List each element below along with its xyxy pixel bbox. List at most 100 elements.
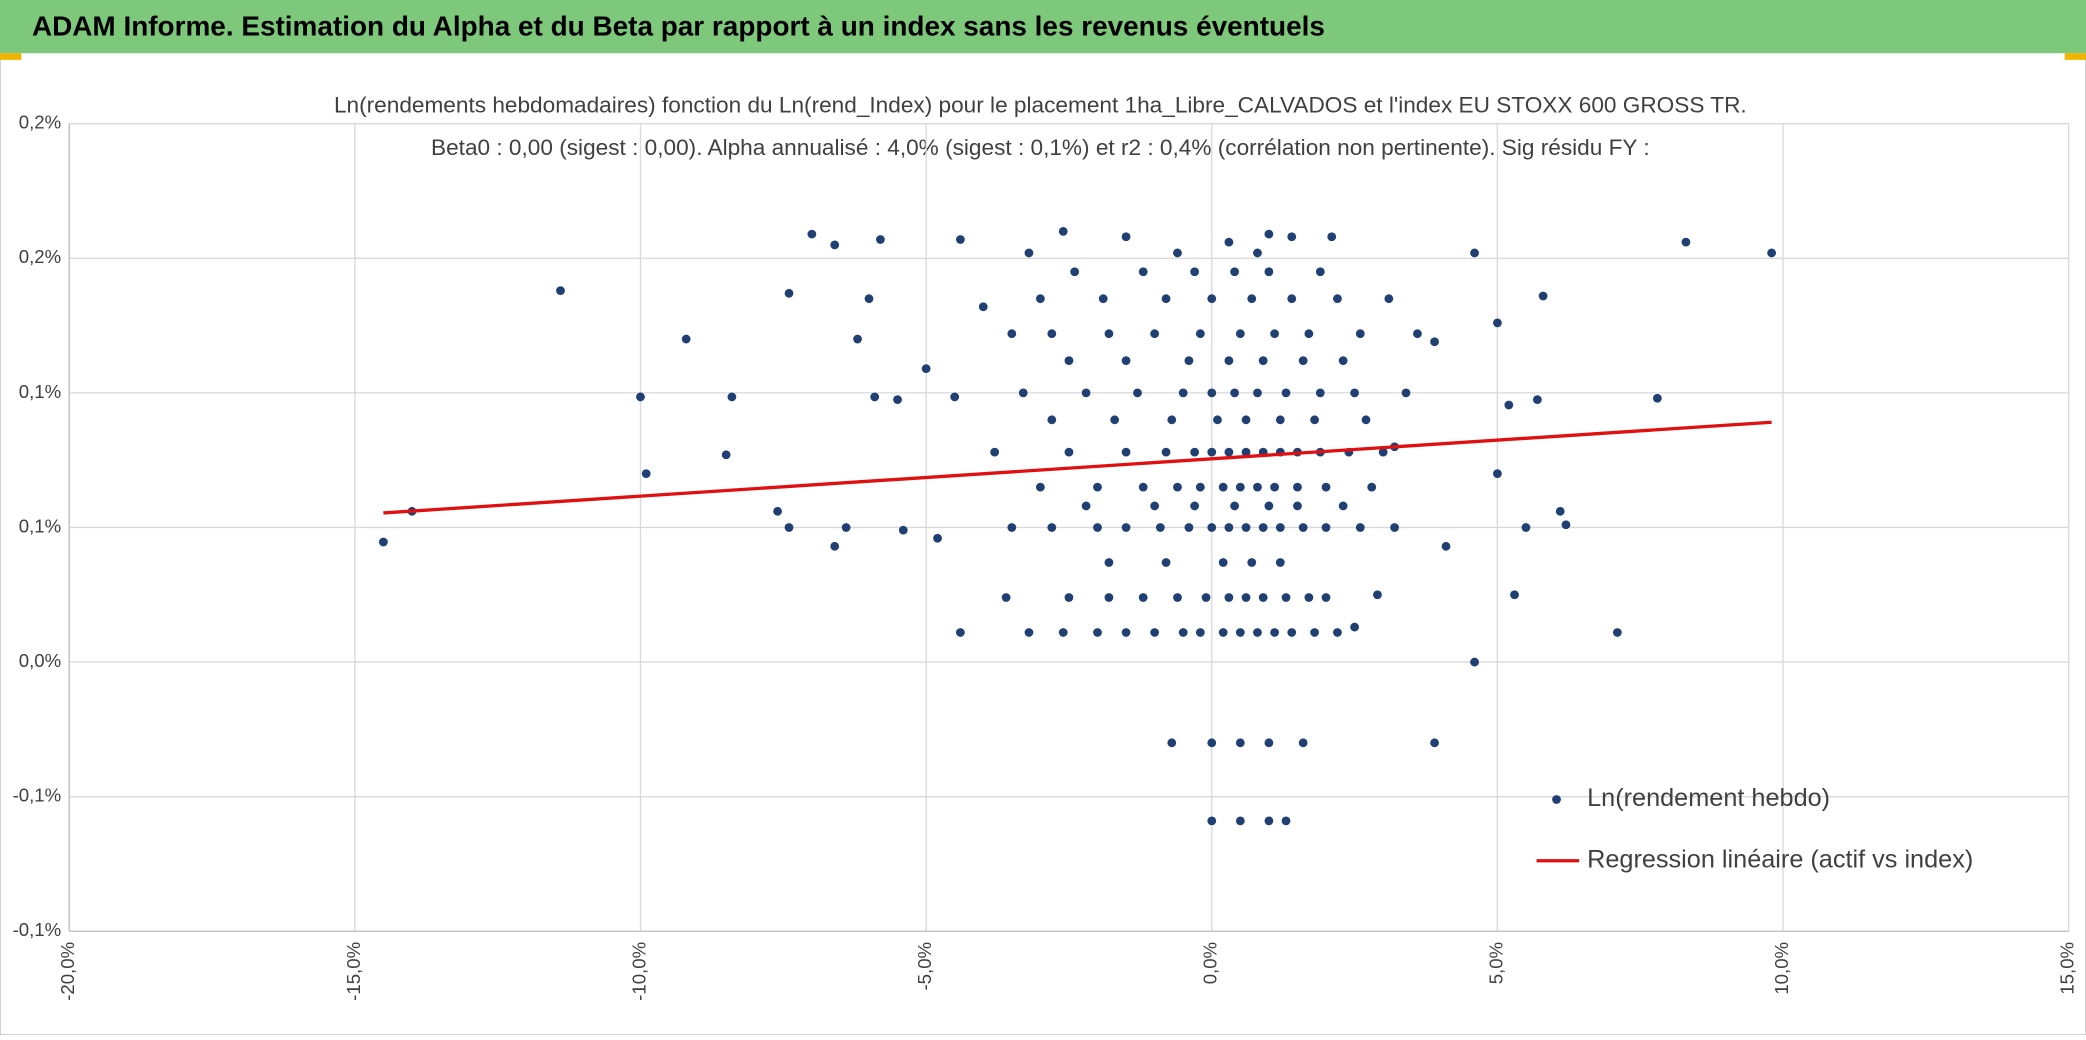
scatter-point	[1253, 388, 1262, 398]
scatter-point	[784, 523, 794, 532]
y-tick-label: 0,1%	[19, 381, 61, 402]
scatter-point	[1070, 267, 1080, 277]
scatter-point	[1235, 816, 1245, 826]
scatter-point	[1470, 657, 1479, 667]
scatter-point	[1161, 558, 1171, 567]
x-tick-label: -20,0%	[57, 942, 78, 1001]
scatter-point	[1355, 329, 1365, 339]
scatter-point	[1173, 593, 1182, 602]
scatter-point	[1081, 501, 1091, 511]
scatter-point	[1121, 356, 1131, 365]
scatter-point	[1047, 329, 1057, 339]
scatter-point	[1241, 447, 1251, 457]
x-tick-label: 5,0%	[1485, 942, 1506, 984]
scatter-point	[1258, 356, 1268, 365]
scatter-point	[1224, 237, 1234, 247]
scatter-point	[1767, 248, 1777, 258]
scatter-point	[1538, 291, 1548, 301]
scatter-point	[898, 525, 908, 535]
scatter-point	[1195, 628, 1205, 637]
scatter-point	[1207, 816, 1217, 826]
scatter-point	[1184, 356, 1194, 365]
scatter-point	[1230, 388, 1240, 398]
scatter-point	[1207, 523, 1217, 532]
scatter-point	[1401, 388, 1411, 398]
scatter-point	[1064, 356, 1074, 365]
scatter-point	[1138, 267, 1148, 277]
scatter-point	[1035, 482, 1045, 492]
scatter-point	[1555, 506, 1565, 516]
scatter-point	[1304, 329, 1314, 339]
scatter-point	[1264, 738, 1274, 748]
scatter-point	[1007, 523, 1017, 532]
scatter-point	[1058, 628, 1068, 637]
scatter-point	[1207, 294, 1217, 304]
scatter-point	[1150, 329, 1160, 339]
y-tick-label: 0,2%	[19, 246, 61, 267]
scatter-point	[1355, 523, 1365, 532]
scatter-point	[1195, 482, 1205, 492]
scatter-point	[1264, 501, 1274, 511]
scatter-point	[1253, 248, 1262, 258]
scatter-point	[1281, 593, 1291, 602]
scatter-point	[1270, 329, 1279, 339]
scatter-point	[727, 392, 737, 402]
page-title: ADAM Informe. Estimation du Alpha et du …	[32, 10, 1325, 41]
scatter-point	[1430, 337, 1439, 347]
scatter-point	[1338, 356, 1348, 365]
scatter-point	[1338, 501, 1348, 511]
legend-label: Ln(rendement hebdo)	[1587, 784, 1830, 812]
scatter-point	[1230, 501, 1240, 511]
scatter-point	[841, 523, 851, 532]
scatter-point	[853, 334, 862, 344]
scatter-point	[1287, 628, 1297, 637]
scatter-point	[641, 469, 651, 479]
scatter-point	[773, 506, 782, 516]
scatter-point	[1281, 816, 1291, 826]
scatter-point	[1378, 447, 1388, 457]
scatter-point	[1093, 523, 1102, 532]
scatter-point	[1024, 248, 1034, 258]
scatter-point	[1315, 267, 1325, 277]
y-tick-label: -0,1%	[13, 785, 62, 806]
scatter-point	[1384, 294, 1394, 304]
scatter-point	[1047, 523, 1057, 532]
scatter-point	[1155, 523, 1165, 532]
scatter-point	[1190, 501, 1200, 511]
scatter-point	[830, 541, 840, 551]
scatter-point	[1298, 523, 1308, 532]
scatter-point	[893, 395, 902, 405]
scatter-point	[830, 240, 840, 250]
scatter-point	[379, 537, 388, 547]
scatter-point	[1104, 593, 1114, 602]
scatter-point	[1218, 558, 1228, 567]
scatter-point	[1533, 395, 1542, 405]
scatter-point	[721, 450, 731, 460]
regression-line	[383, 420, 1772, 515]
scatter-point	[1241, 523, 1251, 532]
scatter-point	[1133, 388, 1142, 398]
scatter-point	[921, 364, 931, 374]
scatter-point	[1441, 541, 1451, 551]
scatter-point	[1310, 415, 1319, 425]
scatter-point	[864, 294, 874, 304]
scatter-point	[1218, 482, 1228, 492]
scatter-point	[1275, 415, 1285, 425]
scatter-point	[1681, 237, 1691, 247]
y-tick-label: -0,1%	[13, 919, 62, 940]
scatter-point	[1270, 628, 1279, 637]
x-tick-label: 10,0%	[1771, 942, 1792, 995]
scatter-point	[1390, 523, 1399, 532]
scatter-point	[1275, 523, 1285, 532]
scatter-point	[1253, 482, 1262, 492]
scatter-point	[1241, 593, 1251, 602]
scatter-point	[1264, 267, 1274, 277]
scatter-point	[1178, 388, 1188, 398]
scatter-point	[1350, 388, 1359, 398]
scatter-point	[1264, 816, 1274, 826]
y-tick-label: 0,1%	[19, 515, 61, 536]
scatter-point	[1064, 593, 1074, 602]
scatter-point	[1561, 520, 1571, 530]
scatter-point	[1470, 248, 1479, 258]
